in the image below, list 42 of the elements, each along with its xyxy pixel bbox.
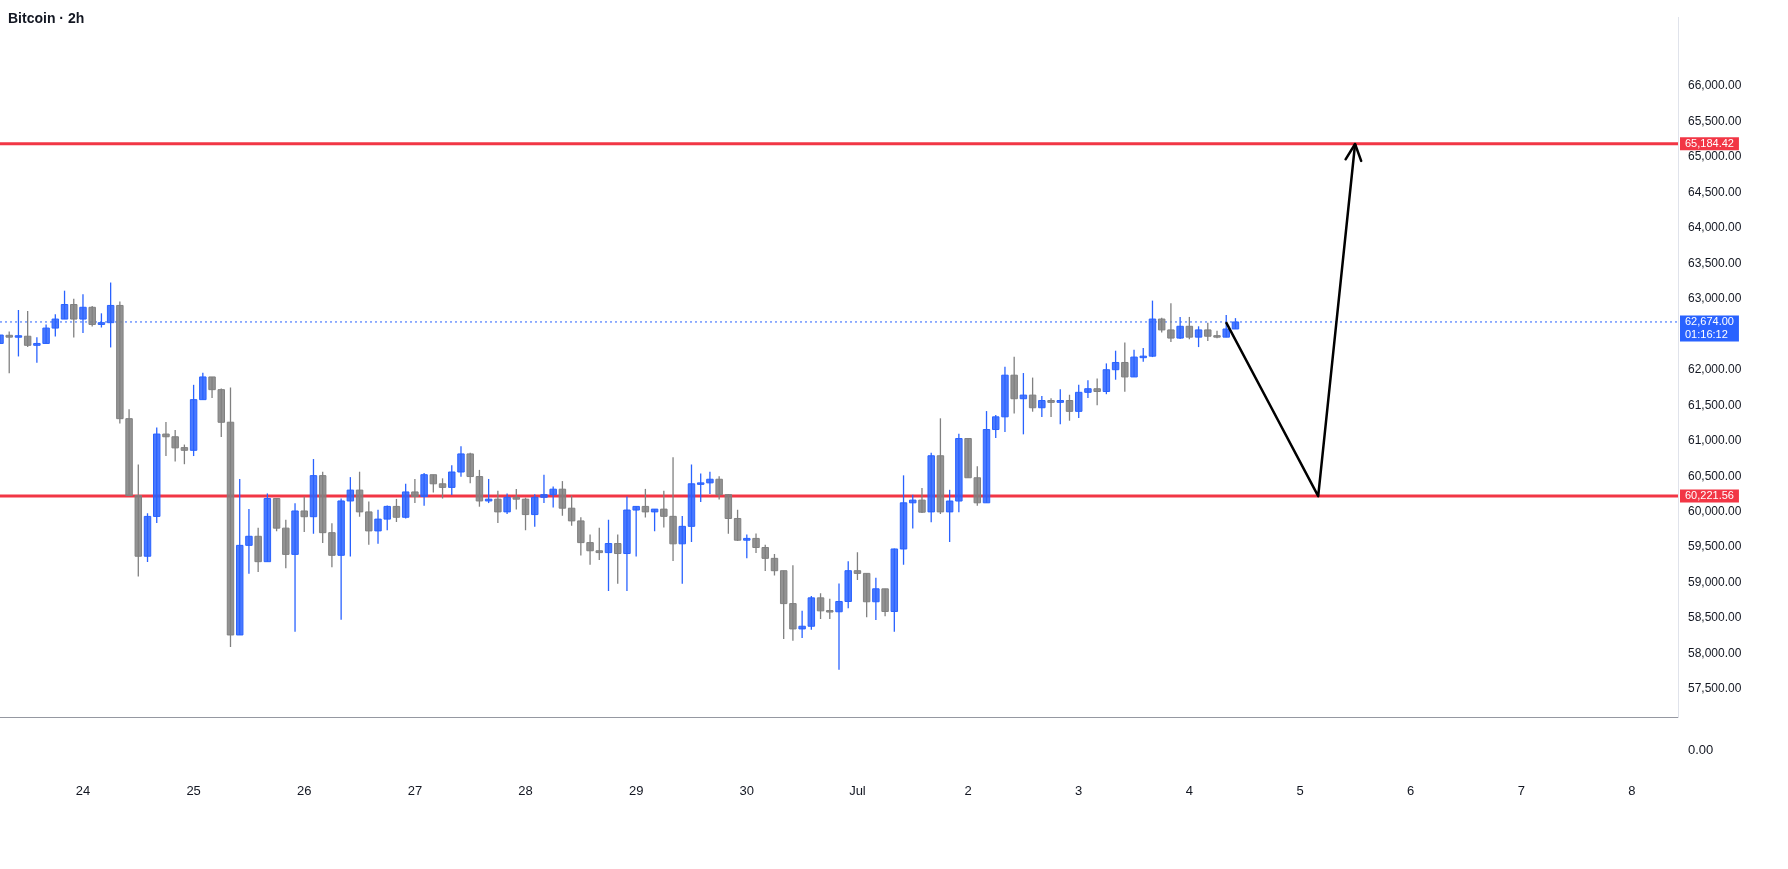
x-tick-label: 7 bbox=[1517, 782, 1525, 798]
y-tick-label: 62,000.00 bbox=[1688, 362, 1742, 377]
y-tick-label: 65,000.00 bbox=[1688, 149, 1742, 164]
x-tick-label: 25 bbox=[186, 782, 201, 798]
y-tick-label: 60,500.00 bbox=[1688, 468, 1742, 483]
y-tick-label: 58,000.00 bbox=[1688, 645, 1742, 660]
x-tick-label: 29 bbox=[628, 782, 644, 798]
y-tick-label: 66,000.00 bbox=[1688, 78, 1742, 93]
x-tick-label: 24 bbox=[75, 782, 91, 798]
ref-line-label: 60,221.56 bbox=[1685, 488, 1734, 501]
chart-title: Bitcoin · 2h bbox=[8, 10, 85, 26]
y-tick-label: 60,000.00 bbox=[1688, 503, 1742, 518]
x-tick-label: 3 bbox=[1075, 782, 1083, 798]
x-tick-label: 2 bbox=[964, 782, 972, 798]
y-tick-label: 63,000.00 bbox=[1688, 291, 1742, 306]
y-tick-label: 63,500.00 bbox=[1688, 255, 1742, 270]
x-tick-label: 26 bbox=[297, 782, 312, 798]
ref-line-label: 65,184.42 bbox=[1685, 136, 1734, 149]
y-tick-label: 61,000.00 bbox=[1688, 433, 1742, 448]
x-tick-label: 8 bbox=[1628, 782, 1636, 798]
x-tick-label: 5 bbox=[1296, 782, 1304, 798]
x-tick-label: 4 bbox=[1185, 782, 1193, 798]
y-tick-label: 64,500.00 bbox=[1688, 184, 1742, 199]
y-tick-label: 64,000.00 bbox=[1688, 220, 1742, 235]
y-tick-label: 58,500.00 bbox=[1688, 610, 1742, 625]
x-tick-label: 27 bbox=[407, 782, 423, 798]
y-tick-label: 57,500.00 bbox=[1688, 681, 1742, 696]
y-tick-label: 59,000.00 bbox=[1688, 574, 1742, 589]
x-tick-label: 28 bbox=[518, 782, 533, 798]
y-tick-label: 61,500.00 bbox=[1688, 397, 1742, 412]
candlestick bbox=[881, 588, 889, 617]
text: 0.00 bbox=[1688, 741, 1714, 757]
ref-line-label: 62,674.00 01:16:12 bbox=[1685, 315, 1734, 340]
candlestick bbox=[411, 478, 419, 504]
candlestick bbox=[1093, 377, 1101, 406]
candlestick bbox=[1047, 397, 1055, 418]
y-tick-label: 59,500.00 bbox=[1688, 539, 1742, 554]
x-tick-label: 6 bbox=[1407, 782, 1415, 798]
x-tick-label: 30 bbox=[739, 782, 755, 798]
x-tick-label: Jul bbox=[849, 782, 866, 798]
candlestick bbox=[420, 472, 428, 507]
y-tick-label: 65,500.00 bbox=[1688, 113, 1742, 128]
